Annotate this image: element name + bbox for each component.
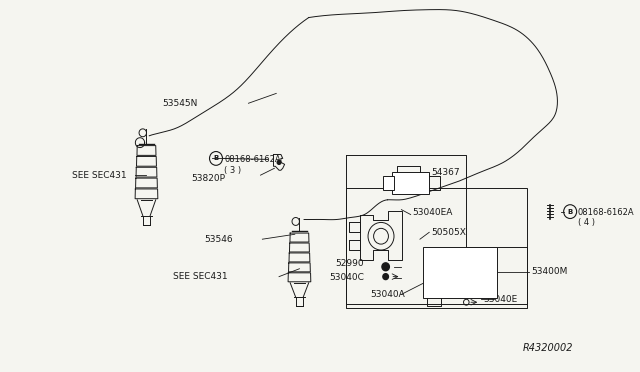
Text: R4320002: R4320002 <box>522 343 573 353</box>
Text: 54367: 54367 <box>431 168 460 177</box>
Text: 53820P: 53820P <box>191 174 225 183</box>
Text: 53545N: 53545N <box>162 99 198 108</box>
Text: SEE SEC431: SEE SEC431 <box>72 171 127 180</box>
Text: 53040A: 53040A <box>370 290 404 299</box>
Text: 53400M: 53400M <box>531 267 568 276</box>
Circle shape <box>382 263 389 271</box>
Text: 53040EA: 53040EA <box>413 208 453 217</box>
Text: 53546: 53546 <box>204 235 233 244</box>
Text: 52990: 52990 <box>336 259 364 268</box>
Text: 08168-6162A
( 4 ): 08168-6162A ( 4 ) <box>577 208 634 227</box>
FancyBboxPatch shape <box>392 172 429 194</box>
Text: SEE SEC431: SEE SEC431 <box>173 272 228 281</box>
Text: B: B <box>213 155 219 161</box>
Text: 50505X: 50505X <box>431 228 466 237</box>
FancyBboxPatch shape <box>423 247 497 298</box>
Circle shape <box>383 274 388 280</box>
Text: 08168-6162A
( 3 ): 08168-6162A ( 3 ) <box>225 155 281 175</box>
FancyBboxPatch shape <box>383 176 394 190</box>
Text: B: B <box>568 209 573 215</box>
Text: 53040E: 53040E <box>483 295 517 304</box>
Text: 53040C: 53040C <box>330 273 364 282</box>
Circle shape <box>277 160 281 164</box>
